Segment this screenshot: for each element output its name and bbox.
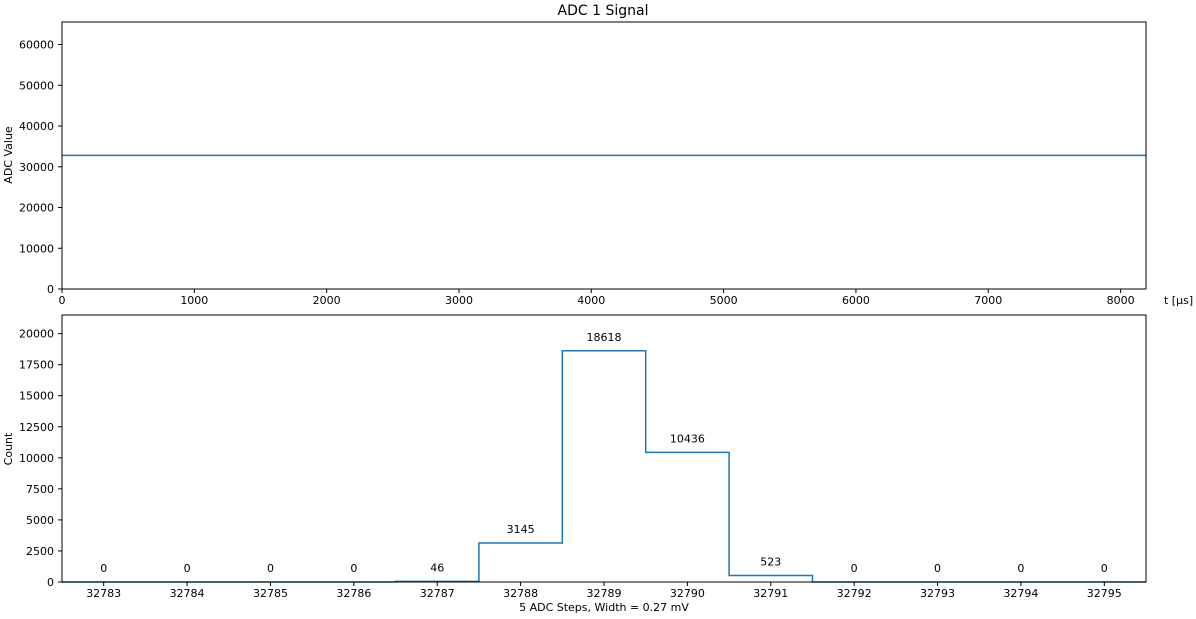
- histogram-x-tick-label: 32785: [253, 587, 288, 600]
- histogram-x-tick-label: 32790: [670, 587, 705, 600]
- histogram-count-label: 0: [934, 562, 941, 575]
- histogram-count-label: 46: [430, 561, 444, 574]
- signal-plot-title: ADC 1 Signal: [558, 3, 649, 19]
- histogram-x-tick-label: 32792: [837, 587, 872, 600]
- histogram-y-tick-label: 15000: [19, 390, 54, 403]
- histogram-count-label: 0: [350, 562, 357, 575]
- histogram-x-tick-label: 32795: [1087, 587, 1122, 600]
- histogram-y-tick-label: 5000: [26, 514, 54, 527]
- signal-x-tick-label: 5000: [710, 294, 738, 307]
- histogram-bin: [646, 452, 729, 582]
- histogram-count-label: 0: [267, 562, 274, 575]
- signal-y-tick-label: 30000: [19, 161, 54, 174]
- histogram-y-tick-label: 20000: [19, 328, 54, 341]
- histogram-y-tick-label: 17500: [19, 359, 54, 372]
- histogram-x-tick-label: 32788: [503, 587, 538, 600]
- histogram-x-tick-label: 32787: [420, 587, 455, 600]
- signal-y-tick-label: 20000: [19, 202, 54, 215]
- signal-x-tick-label: 6000: [842, 294, 870, 307]
- signal-x-tick-label: 1000: [180, 294, 208, 307]
- histogram-count-label: 10436: [670, 432, 705, 445]
- signal-y-tick-label: 0: [47, 283, 54, 296]
- histogram-step-layer: [62, 350, 1146, 583]
- signal-x-ticks: 0 1000 2000 3000 4000 5000 6000 7000 8000: [59, 289, 1135, 307]
- histogram-x-tick-label: 32789: [587, 587, 622, 600]
- histogram-x-ticks: 32783 32784 32785 32786 32787 32788 32789 32790…: [86, 582, 1122, 600]
- histogram-y-tick-label: 7500: [26, 483, 54, 496]
- signal-y-tick-label: 10000: [19, 242, 54, 255]
- histogram-bin: [562, 351, 645, 582]
- histogram-y-tick-label: 0: [47, 576, 54, 589]
- histogram-count-label: 0: [1017, 562, 1024, 575]
- histogram-bin: [729, 576, 812, 582]
- signal-y-axis-label: ADC Value: [2, 126, 15, 184]
- histogram-count-label: 0: [184, 562, 191, 575]
- histogram-count-label: 0: [1101, 562, 1108, 575]
- signal-x-tick-label: 2000: [313, 294, 341, 307]
- signal-x-tick-label: 4000: [577, 294, 605, 307]
- signal-plot-frame: [61, 21, 1147, 290]
- signal-x-axis-label: t [μs]: [1164, 294, 1193, 307]
- histogram-bin: [479, 543, 562, 582]
- histogram-x-tick-label: 32786: [336, 587, 371, 600]
- histogram-x-tick-label: 32791: [753, 587, 788, 600]
- histogram-count-labels: 0 0 0 0 46 3145 18618 10436 523 0 0 0 0: [100, 331, 1108, 575]
- histogram-y-ticks: 0 2500 5000 7500 10000 12500 15000 17500 20000: [19, 328, 62, 589]
- histogram-count-label: 0: [851, 562, 858, 575]
- histogram-plot-frame: [61, 314, 1147, 583]
- signal-x-tick-label: 7000: [974, 294, 1002, 307]
- signal-y-ticks: 0 10000 20000 30000 40000 50000 60000: [19, 39, 62, 296]
- histogram-step-line: [62, 350, 1146, 583]
- histogram-x-tick-label: 32783: [86, 587, 121, 600]
- histogram-x-axis-label: 5 ADC Steps, Width = 0.27 mV: [519, 601, 689, 614]
- signal-y-tick-label: 60000: [19, 39, 54, 52]
- histogram-count-label: 0: [100, 562, 107, 575]
- histogram-y-axis-label: Count: [2, 432, 15, 465]
- histogram-x-tick-label: 32793: [920, 587, 955, 600]
- histogram-y-tick-label: 10000: [19, 452, 54, 465]
- signal-x-tick-label: 0: [59, 294, 66, 307]
- signal-plot: ADC 1 Signal 0 1000 2000 3000 4000 5000 6000 70…: [2, 3, 1193, 307]
- signal-x-tick-label: 8000: [1107, 294, 1135, 307]
- histogram-x-tick-label: 32784: [170, 587, 205, 600]
- histogram-count-label: 18618: [587, 331, 622, 344]
- histogram-count-label: 3145: [507, 523, 535, 536]
- signal-y-tick-label: 50000: [19, 79, 54, 92]
- signal-x-tick-label: 3000: [445, 294, 473, 307]
- histogram-y-tick-label: 12500: [19, 421, 54, 434]
- histogram-x-tick-label: 32794: [1003, 587, 1038, 600]
- histogram-count-label: 523: [760, 556, 781, 569]
- histogram-y-tick-label: 2500: [26, 545, 54, 558]
- signal-y-tick-label: 40000: [19, 120, 54, 133]
